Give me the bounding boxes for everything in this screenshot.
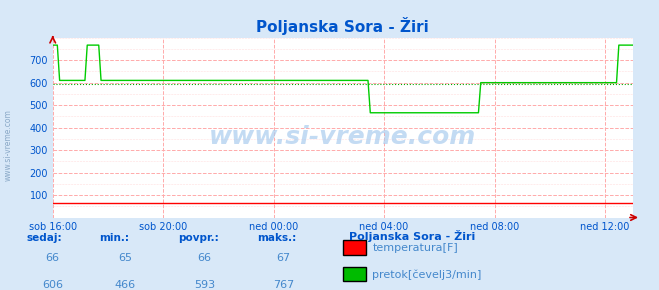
Text: Poljanska Sora - Žiri: Poljanska Sora - Žiri — [349, 230, 476, 242]
Text: 65: 65 — [118, 253, 132, 263]
Text: pretok[čevelj3/min]: pretok[čevelj3/min] — [372, 269, 482, 280]
Text: 606: 606 — [42, 280, 63, 290]
Text: 767: 767 — [273, 280, 294, 290]
Text: povpr.:: povpr.: — [178, 233, 219, 243]
Text: 67: 67 — [276, 253, 291, 263]
Text: temperatura[F]: temperatura[F] — [372, 243, 458, 253]
Text: min.:: min.: — [99, 233, 129, 243]
Text: 66: 66 — [197, 253, 212, 263]
FancyBboxPatch shape — [343, 267, 366, 281]
Text: sedaj:: sedaj: — [26, 233, 62, 243]
Text: 466: 466 — [115, 280, 136, 290]
Text: www.si-vreme.com: www.si-vreme.com — [209, 125, 476, 148]
Title: Poljanska Sora - Žiri: Poljanska Sora - Žiri — [256, 17, 429, 35]
Text: 593: 593 — [194, 280, 215, 290]
Text: www.si-vreme.com: www.si-vreme.com — [3, 109, 13, 181]
Text: maks.:: maks.: — [257, 233, 297, 243]
FancyBboxPatch shape — [343, 240, 366, 255]
Text: 66: 66 — [45, 253, 60, 263]
